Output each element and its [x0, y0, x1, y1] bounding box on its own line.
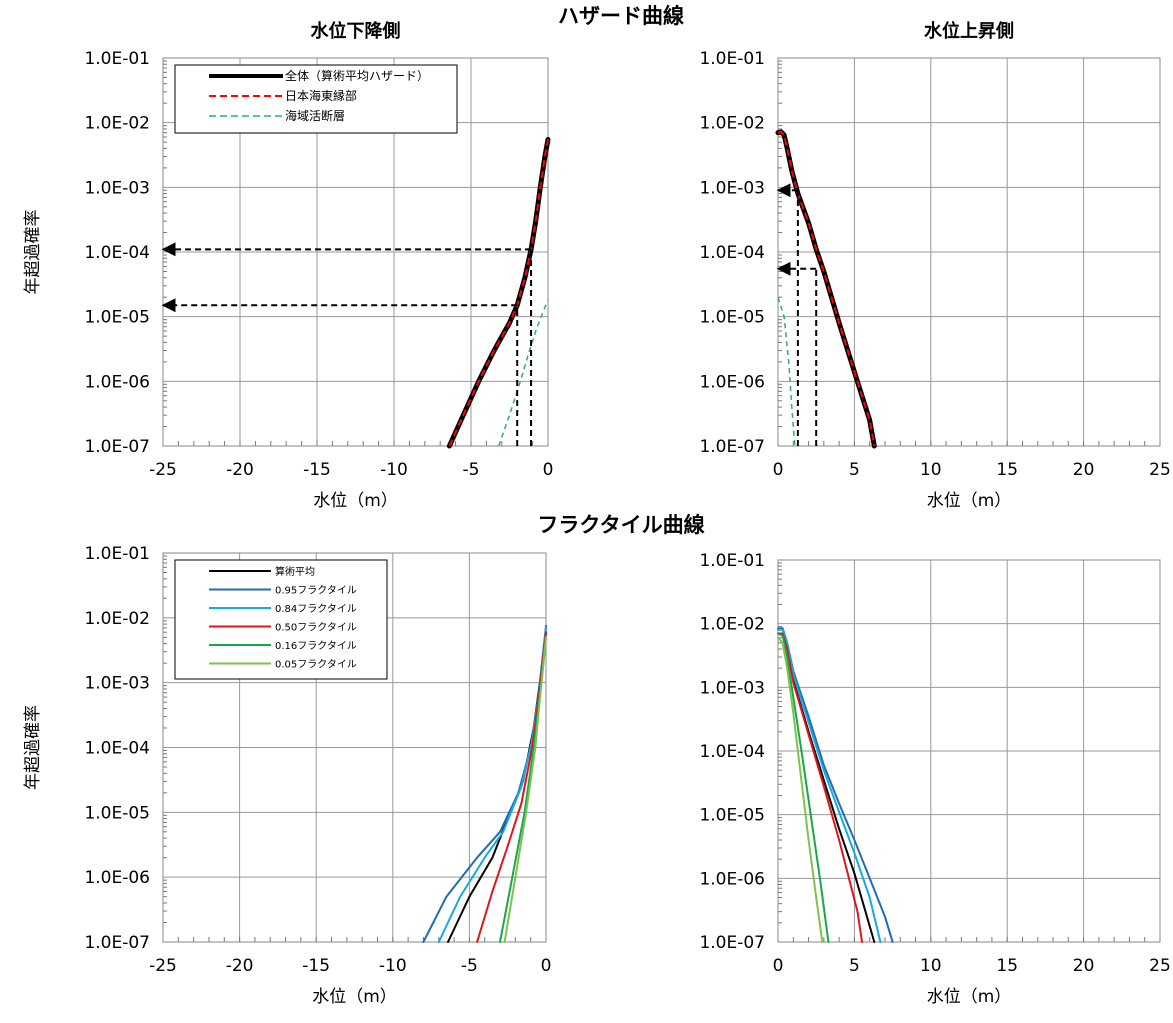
- hazard-section-title: ハザード曲線: [558, 4, 684, 28]
- y-tick-label: 1.0E-07: [699, 437, 765, 457]
- chart-panel-hz-down: -25 -20 -15 -10 -5 0 1.0E-07 1.0E-06 1.0E-05 1.0E…: [23, 20, 553, 511]
- x-axis-label: 水位（m）: [927, 987, 1012, 1007]
- x-tick-label: -5: [463, 460, 480, 480]
- x-tick-label: -15: [303, 460, 331, 480]
- x-tick-label: -20: [226, 956, 254, 976]
- x-tick-label: 20: [1073, 460, 1095, 480]
- x-tick-label: 0: [543, 460, 554, 480]
- y-tick-label: 1.0E-03: [699, 178, 765, 198]
- series-line-0: [778, 132, 874, 446]
- legend-label-0: 算術平均: [275, 565, 315, 578]
- x-tick-label: -15: [302, 956, 330, 976]
- y-tick-label: 1.0E-01: [699, 551, 765, 571]
- x-tick-label: 25: [1149, 460, 1171, 480]
- x-tick-label: 10: [920, 460, 942, 480]
- y-tick-label: 1.0E-02: [699, 114, 765, 134]
- y-tick-label: 1.0E-03: [84, 178, 150, 198]
- x-tick-label: 15: [996, 956, 1018, 976]
- x-axis-label: 水位（m）: [312, 987, 397, 1007]
- series-line-2: [778, 630, 880, 942]
- x-tick-label: 25: [1149, 956, 1171, 976]
- x-tick-label: -10: [379, 956, 407, 976]
- legend-label-2: 海域活断層: [285, 108, 345, 123]
- y-tick-label: 1.0E-04: [84, 739, 150, 759]
- x-tick-label: 0: [773, 460, 784, 480]
- y-tick-label: 1.0E-06: [699, 869, 765, 889]
- y-tick-label: 1.0E-05: [84, 308, 150, 328]
- x-tick-label: 5: [849, 460, 860, 480]
- y-tick-label: 1.0E-05: [699, 806, 765, 826]
- fractile-section-title: フラクタイル曲線: [537, 513, 704, 537]
- x-tick-label: -25: [149, 956, 177, 976]
- x-tick-label: 0: [541, 956, 552, 976]
- legend-label-2: 0.84フラクタイル: [275, 603, 357, 615]
- y-tick-label: 1.0E-04: [699, 243, 765, 263]
- legend-label-3: 0.50フラクタイル: [275, 622, 357, 634]
- y-tick-label: 1.0E-02: [84, 609, 150, 629]
- panel-title: 水位上昇側: [924, 20, 1014, 42]
- y-tick-label: 1.0E-03: [84, 674, 150, 694]
- x-tick-label: 20: [1073, 956, 1095, 976]
- legend: 算術平均 0.95フラクタイル 0.84フラクタイル 0.50フラクタイル 0.16フラ…: [175, 560, 387, 679]
- y-tick-label: 1.0E-01: [699, 49, 765, 69]
- y-tick-label: 1.0E-01: [84, 544, 150, 564]
- y-tick-label: 1.0E-05: [84, 803, 150, 823]
- x-tick-label: 15: [996, 460, 1018, 480]
- y-axis-label: 年超過確率: [23, 210, 43, 295]
- legend-label-1: 日本海東縁部: [285, 88, 357, 103]
- series-line-1: [449, 140, 548, 447]
- series-line-0: [449, 140, 548, 447]
- series-line-2: [499, 300, 548, 446]
- y-tick-label: 1.0E-07: [84, 437, 150, 457]
- x-tick-label: -20: [226, 460, 254, 480]
- x-axis-label: 水位（m）: [313, 491, 398, 511]
- y-tick-label: 1.0E-02: [84, 114, 150, 134]
- legend-label-4: 0.16フラクタイル: [275, 640, 357, 652]
- series-line-5: [778, 638, 822, 942]
- y-tick-label: 1.0E-06: [84, 868, 150, 888]
- chart-panel-hz-up: 0 5 10 15 20 25 1.0E-07 1.0E-06 1.0E-05 1.0E-04 1.…: [699, 20, 1170, 511]
- y-tick-label: 1.0E-06: [84, 372, 150, 392]
- y-tick-label: 1.0E-03: [699, 678, 765, 698]
- y-tick-label: 1.0E-07: [699, 933, 765, 953]
- legend-label-5: 0.05フラクタイル: [275, 659, 357, 671]
- x-tick-label: -10: [380, 460, 408, 480]
- y-axis-label: 年超過確率: [23, 705, 43, 790]
- y-tick-label: 1.0E-02: [699, 615, 765, 635]
- y-tick-label: 1.0E-04: [699, 742, 765, 762]
- chart-panel-fr-up: 0 5 10 15 20 25 1.0E-07 1.0E-06 1.0E-05 1.0E-04 1.…: [699, 551, 1170, 1007]
- legend-label-1: 0.95フラクタイル: [275, 585, 357, 597]
- y-tick-label: 1.0E-05: [699, 308, 765, 328]
- y-tick-label: 1.0E-01: [84, 49, 150, 69]
- series-line-1: [778, 628, 893, 942]
- y-tick-label: 1.0E-04: [84, 243, 150, 263]
- x-tick-label: 10: [920, 956, 942, 976]
- legend-label-0: 全体（算術平均ハザード）: [285, 68, 429, 83]
- x-tick-label: 0: [773, 956, 784, 976]
- series-line-0: [448, 632, 546, 942]
- panel-title: 水位下降側: [311, 20, 401, 42]
- chart-panel-fr-down: -25 -20 -15 -10 -5 0 1.0E-07 1.0E-06 1.0E-05 1.0E…: [23, 544, 551, 1007]
- x-tick-label: -25: [149, 460, 177, 480]
- y-tick-label: 1.0E-06: [699, 372, 765, 392]
- y-tick-label: 1.0E-07: [84, 933, 150, 953]
- x-axis-label: 水位（m）: [927, 491, 1012, 511]
- x-tick-label: -5: [461, 956, 478, 976]
- x-tick-label: 5: [849, 956, 860, 976]
